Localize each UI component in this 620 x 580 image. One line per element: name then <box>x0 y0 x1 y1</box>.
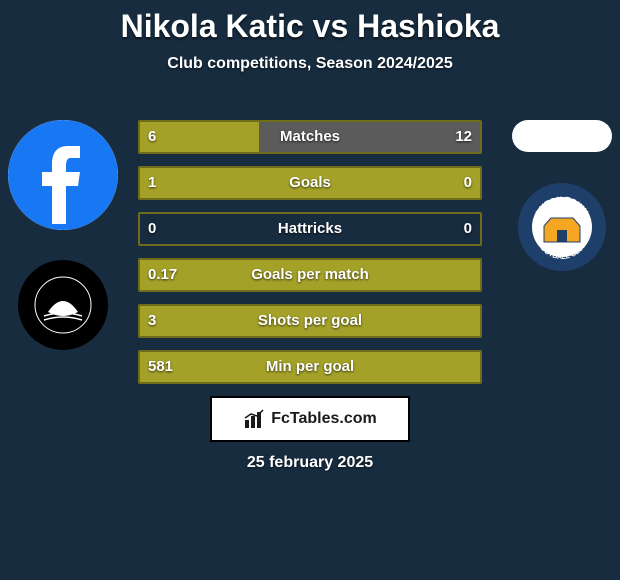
stat-row: Shots per goal3 <box>138 304 482 338</box>
left-player-avatar <box>8 120 118 230</box>
bar-value-left: 3 <box>148 304 156 338</box>
plymouth-icon <box>28 270 98 340</box>
page-title: Nikola Katic vs Hashioka <box>0 0 620 45</box>
date-text: 25 february 2025 <box>0 454 620 472</box>
bar-label: Goals per match <box>138 258 482 292</box>
bar-label: Goals <box>138 166 482 200</box>
page-subtitle: Club competitions, Season 2024/2025 <box>0 55 620 73</box>
right-club-badge: LUTON TOWN FOOTBALL CLUB <box>517 182 607 272</box>
bar-label: Matches <box>138 120 482 154</box>
bar-value-right: 12 <box>455 120 472 154</box>
bar-value-left: 6 <box>148 120 156 154</box>
bar-label: Shots per goal <box>138 304 482 338</box>
bar-value-left: 0 <box>148 212 156 246</box>
bar-label: Hattricks <box>138 212 482 246</box>
right-player-avatar <box>512 120 612 152</box>
stat-row: Matches6 12 <box>138 120 482 154</box>
bar-value-left: 0.17 <box>148 258 177 292</box>
stat-row: Goals per match0.17 <box>138 258 482 292</box>
left-club-badge <box>18 260 108 350</box>
stat-row: Goals1 0 <box>138 166 482 200</box>
stat-row: Min per goal581 <box>138 350 482 384</box>
bar-value-right: 0 <box>464 166 472 200</box>
brand-text: FcTables.com <box>271 410 377 428</box>
bar-value-left: 581 <box>148 350 173 384</box>
right-player-column: LUTON TOWN FOOTBALL CLUB <box>512 120 612 272</box>
stat-bars: Matches612Goals10Hattricks00Goals per ma… <box>138 120 482 396</box>
facebook-icon <box>8 120 118 230</box>
stat-row: Hattricks0 0 <box>138 212 482 246</box>
bar-label: Min per goal <box>138 350 482 384</box>
bar-value-right: 0 <box>464 212 472 246</box>
brand-badge: FcTables.com <box>210 396 410 442</box>
chart-icon <box>243 408 265 430</box>
bar-value-left: 1 <box>148 166 156 200</box>
luton-town-icon: LUTON TOWN FOOTBALL CLUB <box>517 182 607 272</box>
left-player-column <box>8 120 118 350</box>
comparison-infographic: Nikola Katic vs Hashioka Club competitio… <box>0 0 620 580</box>
